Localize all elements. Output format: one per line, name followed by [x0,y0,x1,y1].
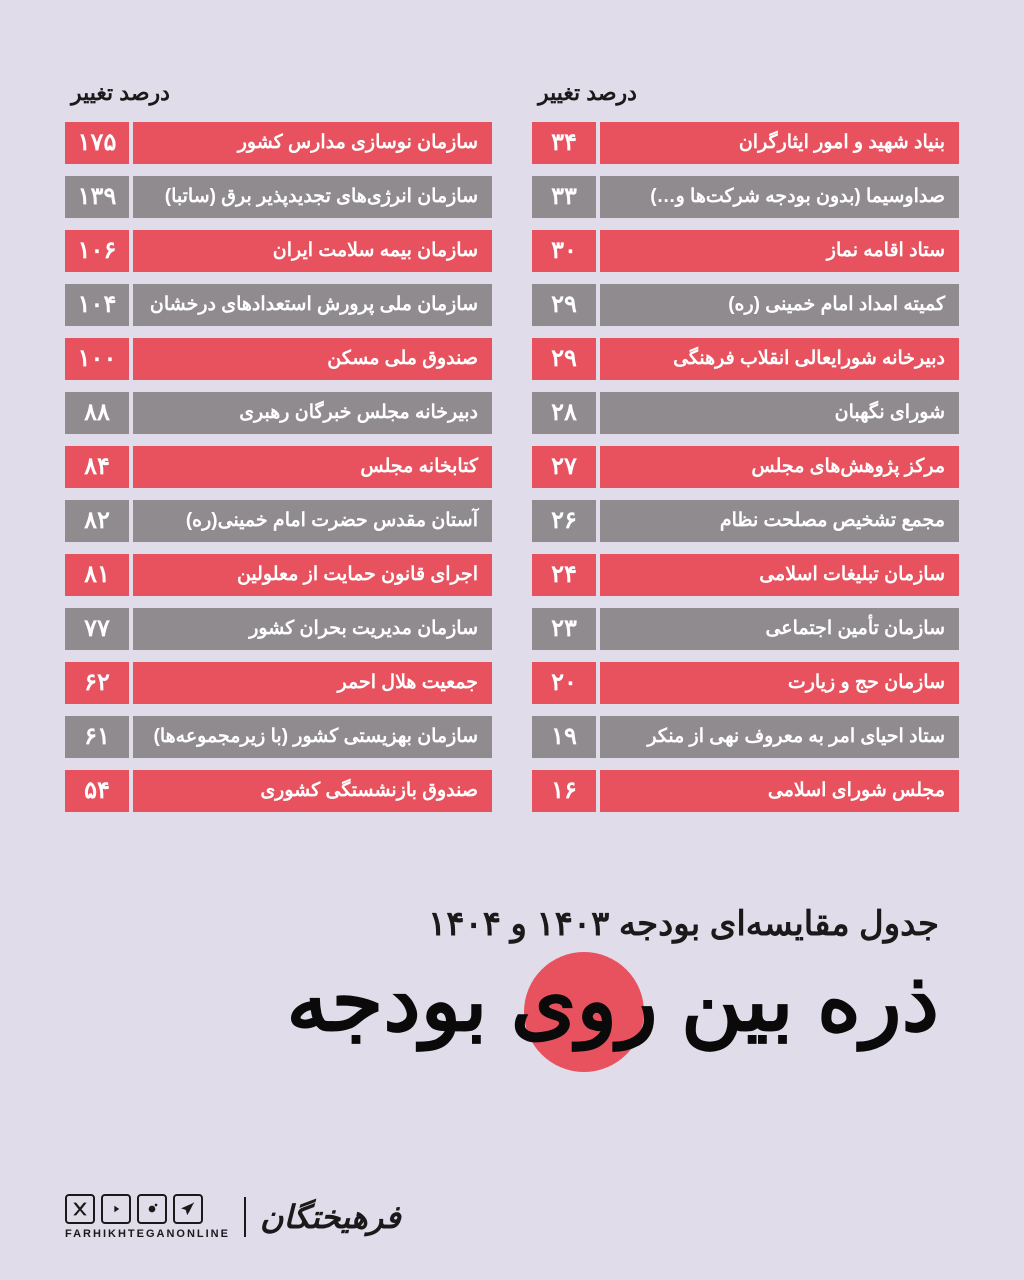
main-title: ذره بین روی بودجه [286,952,939,1050]
table-row: صداوسیما (بدون بودجه شرکت‌ها و…)۳۳ [532,176,959,218]
row-org-name: مجلس شورای اسلامی [600,770,959,812]
row-org-name: بنیاد شهید و امور ایثارگران [600,122,959,164]
table-row: سازمان مدیریت بحران کشور۷۷ [65,608,492,650]
brand-name: فرهیختگان [260,1198,401,1236]
table-row: سازمان ملی پرورش استعدادهای درخشان۱۰۴ [65,284,492,326]
row-org-name: کتابخانه مجلس [133,446,492,488]
row-percent-value: ۲۸ [532,392,596,434]
row-percent-value: ۶۲ [65,662,129,704]
row-percent-value: ۵۴ [65,770,129,812]
table-row: صندوق ملی مسکن۱۰۰ [65,338,492,380]
row-percent-value: ۲۷ [532,446,596,488]
row-percent-value: ۸۲ [65,500,129,542]
right-column: درصد تغییر سازمان نوسازی مدارس کشور۱۷۵سا… [65,80,492,824]
row-percent-value: ۲۶ [532,500,596,542]
x-icon [65,1194,95,1224]
left-column: درصد تغییر بنیاد شهید و امور ایثارگران۳۴… [532,80,959,824]
row-org-name: صداوسیما (بدون بودجه شرکت‌ها و…) [600,176,959,218]
table-row: مجمع تشخیص مصلحت نظام۲۶ [532,500,959,542]
table-row: بنیاد شهید و امور ایثارگران۳۴ [532,122,959,164]
table-row: آستان مقدس حضرت امام خمینی(ره)۸۲ [65,500,492,542]
social-icons [65,1194,230,1224]
telegram-icon [173,1194,203,1224]
table-row: سازمان تأمین اجتماعی۲۳ [532,608,959,650]
row-org-name: مجمع تشخیص مصلحت نظام [600,500,959,542]
table-row: کتابخانه مجلس۸۴ [65,446,492,488]
row-percent-value: ۲۳ [532,608,596,650]
row-org-name: ستاد اقامه نماز [600,230,959,272]
row-percent-value: ۱۰۶ [65,230,129,272]
table-row: صندوق بازنشستگی کشوری۵۴ [65,770,492,812]
row-org-name: سازمان انرژی‌های تجدیدپذیر برق (ساتبا) [133,176,492,218]
row-percent-value: ۸۴ [65,446,129,488]
table-row: دبیرخانه شورایعالی انقلاب فرهنگی۲۹ [532,338,959,380]
row-org-name: ستاد احیای امر به معروف نهی از منکر [600,716,959,758]
row-percent-value: ۲۴ [532,554,596,596]
row-percent-value: ۳۰ [532,230,596,272]
row-org-name: سازمان مدیریت بحران کشور [133,608,492,650]
table-row: شورای نگهبان۲۸ [532,392,959,434]
table-row: سازمان تبلیغات اسلامی۲۴ [532,554,959,596]
title-wrap: ذره بین روی بودجه [286,952,939,1050]
row-org-name: سازمان تأمین اجتماعی [600,608,959,650]
table-row: مرکز پژوهش‌های مجلس۲۷ [532,446,959,488]
table-row: جمعیت هلال احمر۶۲ [65,662,492,704]
table-row: اجرای قانون حمایت از معلولین۸۱ [65,554,492,596]
table-row: سازمان حج و زیارت۲۰ [532,662,959,704]
data-columns: درصد تغییر سازمان نوسازی مدارس کشور۱۷۵سا… [65,80,959,824]
row-percent-value: ۳۳ [532,176,596,218]
row-org-name: سازمان نوسازی مدارس کشور [133,122,492,164]
instagram-icon [137,1194,167,1224]
row-percent-value: ۱۹ [532,716,596,758]
row-org-name: دبیرخانه شورایعالی انقلاب فرهنگی [600,338,959,380]
row-percent-value: ۸۸ [65,392,129,434]
row-org-name: سازمان حج و زیارت [600,662,959,704]
footer-divider [244,1197,246,1237]
row-org-name: سازمان تبلیغات اسلامی [600,554,959,596]
row-org-name: مرکز پژوهش‌های مجلس [600,446,959,488]
row-org-name: صندوق ملی مسکن [133,338,492,380]
row-org-name: جمعیت هلال احمر [133,662,492,704]
left-rows: بنیاد شهید و امور ایثارگران۳۴صداوسیما (ب… [532,122,959,812]
row-org-name: اجرای قانون حمایت از معلولین [133,554,492,596]
title-block: جدول مقایسه‌ای بودجه ۱۴۰۳ و ۱۴۰۴ ذره بین… [65,904,959,1050]
row-percent-value: ۱۰۰ [65,338,129,380]
column-header-left: درصد تغییر [532,80,959,106]
row-percent-value: ۳۴ [532,122,596,164]
table-row: سازمان بیمه سلامت ایران۱۰۶ [65,230,492,272]
subtitle: جدول مقایسه‌ای بودجه ۱۴۰۳ و ۱۴۰۴ [65,904,939,944]
social-handle: FARHIKHTEGANONLINE [65,1228,230,1240]
row-percent-value: ۱۷۵ [65,122,129,164]
table-row: مجلس شورای اسلامی۱۶ [532,770,959,812]
table-row: سازمان بهزیستی کشور (با زیرمجموعه‌ها)۶۱ [65,716,492,758]
social-block: FARHIKHTEGANONLINE [65,1194,230,1240]
row-org-name: کمیته امداد امام خمینی (ره) [600,284,959,326]
table-row: ستاد اقامه نماز۳۰ [532,230,959,272]
youtube-icon [101,1194,131,1224]
row-percent-value: ۲۹ [532,338,596,380]
table-row: دبیرخانه مجلس خبرگان رهبری۸۸ [65,392,492,434]
row-percent-value: ۱۶ [532,770,596,812]
row-org-name: سازمان ملی پرورش استعدادهای درخشان [133,284,492,326]
row-percent-value: ۱۳۹ [65,176,129,218]
table-row: سازمان نوسازی مدارس کشور۱۷۵ [65,122,492,164]
row-percent-value: ۷۷ [65,608,129,650]
row-percent-value: ۲۰ [532,662,596,704]
row-org-name: دبیرخانه مجلس خبرگان رهبری [133,392,492,434]
row-percent-value: ۱۰۴ [65,284,129,326]
row-org-name: صندوق بازنشستگی کشوری [133,770,492,812]
row-org-name: سازمان بیمه سلامت ایران [133,230,492,272]
row-org-name: سازمان بهزیستی کشور (با زیرمجموعه‌ها) [133,716,492,758]
footer: FARHIKHTEGANONLINE فرهیختگان [65,1194,401,1240]
row-org-name: شورای نگهبان [600,392,959,434]
table-row: کمیته امداد امام خمینی (ره)۲۹ [532,284,959,326]
right-rows: سازمان نوسازی مدارس کشور۱۷۵سازمان انرژی‌… [65,122,492,812]
table-row: سازمان انرژی‌های تجدیدپذیر برق (ساتبا)۱۳… [65,176,492,218]
row-percent-value: ۸۱ [65,554,129,596]
table-row: ستاد احیای امر به معروف نهی از منکر۱۹ [532,716,959,758]
row-percent-value: ۲۹ [532,284,596,326]
column-header-right: درصد تغییر [65,80,492,106]
row-org-name: آستان مقدس حضرت امام خمینی(ره) [133,500,492,542]
row-percent-value: ۶۱ [65,716,129,758]
